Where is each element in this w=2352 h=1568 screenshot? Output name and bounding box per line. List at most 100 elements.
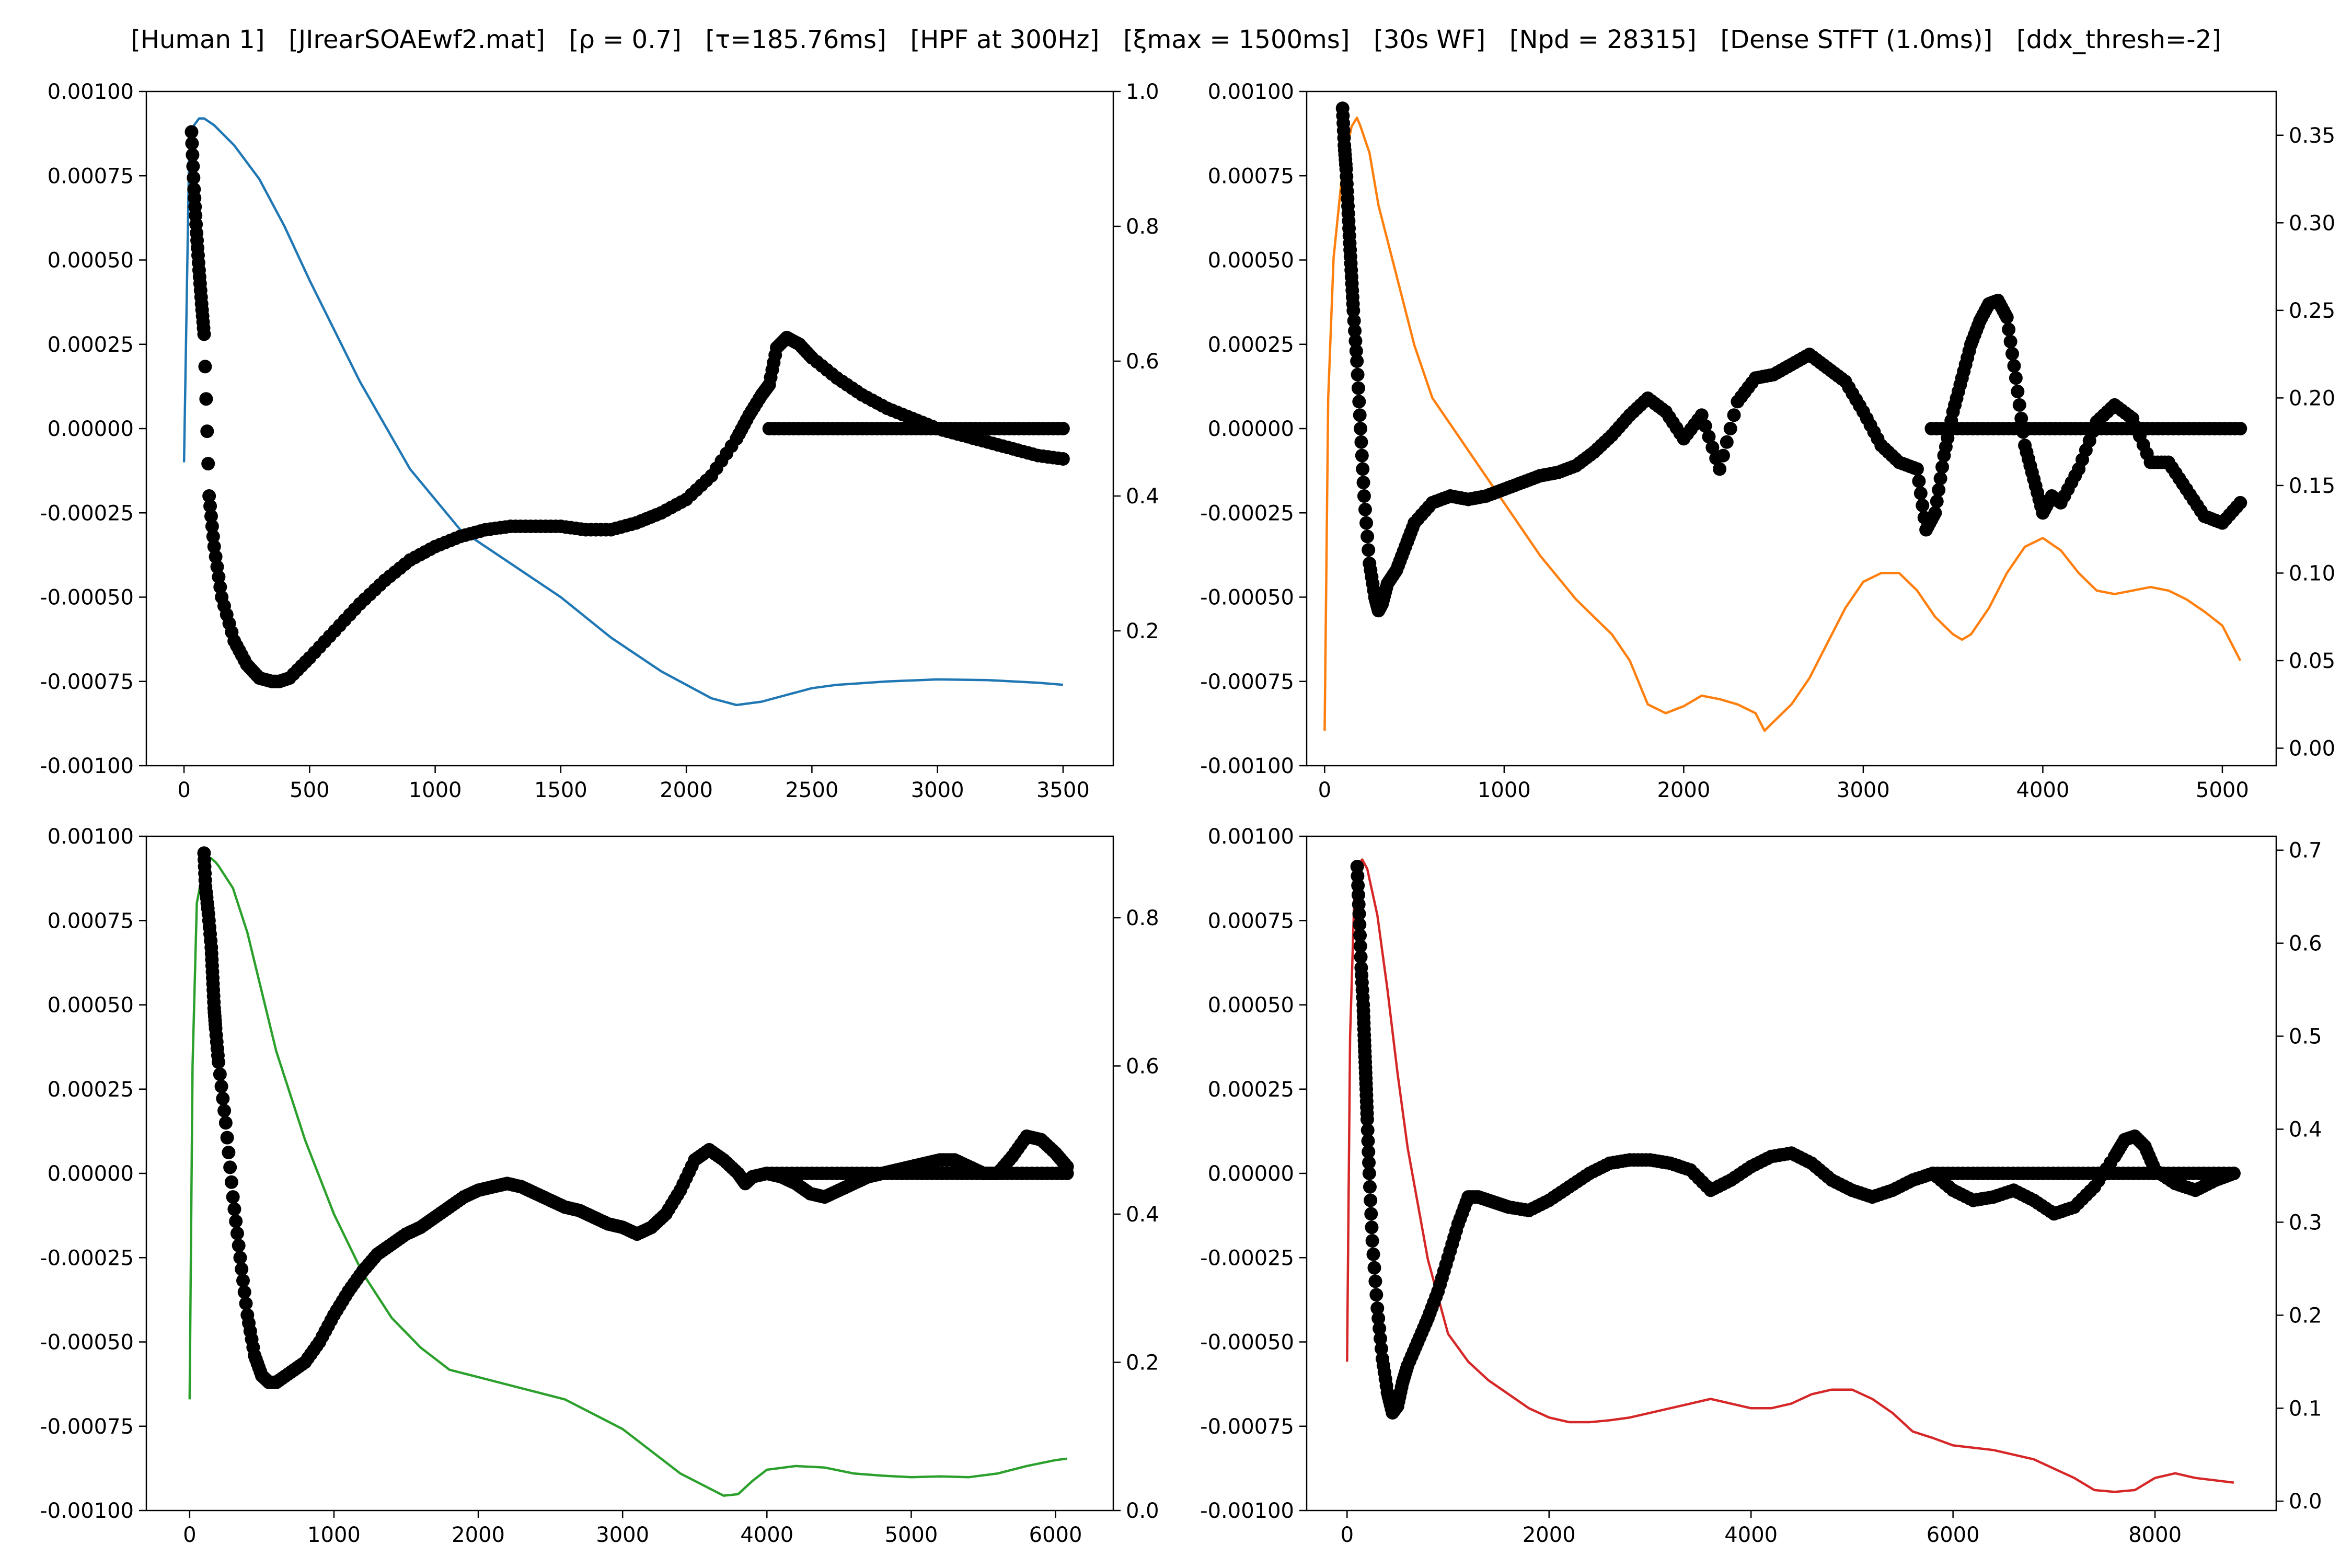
scatter-point [2014, 411, 2028, 425]
left-y-tick-label: 0.00050 [1208, 249, 1294, 273]
scatter-point [207, 539, 221, 554]
scatter-point [1365, 1220, 1379, 1235]
scatter-point [204, 509, 218, 523]
left-y-tick-label: -0.00025 [1200, 1246, 1294, 1270]
x-tick-label: 1000 [1478, 778, 1531, 802]
scatter-point [1716, 448, 1730, 463]
scatter-point [1352, 395, 1366, 409]
right-y-tick-label: 0.6 [2289, 932, 2322, 956]
x-tick-label: 6000 [1927, 1523, 1980, 1547]
series-line [188, 857, 1067, 1497]
scatter-point [2227, 1167, 2241, 1180]
scatter-point [1352, 907, 1366, 921]
scatter-point [2002, 322, 2016, 337]
scatter-point [1935, 460, 1950, 474]
scatter-point [239, 1296, 253, 1310]
x-tick-label: 2000 [1657, 778, 1710, 802]
scatter-point [1356, 476, 1370, 490]
x-tick-label: 0 [177, 778, 190, 802]
x-tick-label: 5000 [885, 1523, 938, 1547]
left-y-tick-label: 0.00000 [48, 417, 134, 441]
data-layer [1323, 101, 2247, 732]
scatter-point [227, 1202, 241, 1216]
right-y-tick-label: 0.4 [1126, 1203, 1159, 1227]
scatter-point [209, 550, 223, 564]
scatter-point [1362, 1156, 1376, 1170]
left-y-tick-label: 0.00000 [1208, 417, 1294, 441]
scatter-point [218, 1116, 233, 1130]
left-y-tick-label: 0.00100 [48, 80, 134, 104]
scatter-point [1354, 422, 1368, 435]
left-y-tick-label: 0.00000 [48, 1162, 134, 1186]
scatter-point [212, 1055, 226, 1069]
data-layer [1346, 858, 2241, 1493]
x-tick-label: 2000 [452, 1523, 505, 1547]
left-y-tick-label: -0.00050 [40, 1331, 134, 1355]
scatter-point [1060, 1160, 1074, 1174]
right-y-tick-label: 0.7 [2289, 839, 2322, 863]
scatter-point [185, 125, 199, 139]
scatter-point [1374, 1342, 1388, 1356]
scatter-point [1362, 543, 1376, 557]
scatter-point [1720, 435, 1734, 449]
scatter-point [197, 327, 211, 341]
scatter-point [1933, 471, 1947, 486]
left-y-tick-label: -0.00075 [40, 670, 134, 694]
scatter-point [1348, 324, 1362, 338]
scatter-point [1928, 506, 1942, 520]
subplot-top-left: 0 500 1000 1500 2000 2500 3000 3500 -0.00100 -0.0… [40, 80, 1159, 802]
scatter-point [2005, 347, 2020, 361]
scatter-point [1350, 354, 1364, 368]
left-y-tick-label: -0.00050 [1200, 1331, 1294, 1355]
x-tick-label: 3500 [1036, 778, 1090, 802]
left-y-tick-label: 0.00025 [48, 1078, 134, 1102]
scatter-point [2003, 335, 2017, 349]
scatter-point [216, 1091, 230, 1105]
left-y-tick-label: 0.00075 [48, 909, 134, 933]
right-y-tick-label: 0.5 [2289, 1025, 2322, 1049]
scatter-point [1353, 917, 1367, 931]
scatter-point [1346, 304, 1361, 318]
scatter-point [1362, 1167, 1376, 1180]
x-tick-label: 2000 [660, 778, 713, 802]
left-y-tick-label: 0.00050 [48, 994, 134, 1018]
scatter-point [1357, 489, 1371, 503]
left-y-tick-label: 0.00050 [1208, 994, 1294, 1018]
x-tick-label: 1500 [534, 778, 587, 802]
left-y-tick-label: -0.00075 [40, 1415, 134, 1439]
x-tick-label: 4000 [2016, 778, 2070, 802]
right-y-tick-label: 0.4 [1126, 485, 1159, 509]
scatter-point [1910, 462, 1924, 476]
right-y-tick-label: 0.20 [2289, 386, 2335, 410]
right-y-tick-label: 0.6 [1126, 1054, 1159, 1078]
scatter-point [236, 1274, 250, 1288]
scatter-point [200, 424, 214, 439]
left-y-tick-label: 0.00075 [1208, 909, 1294, 933]
scatter-point [213, 1067, 227, 1081]
scatter-point [1354, 435, 1368, 449]
left-y-tick-label: -0.00100 [1200, 1499, 1294, 1523]
scatter-point [186, 148, 200, 162]
scatter-point [1366, 1247, 1380, 1261]
scatter-point [1713, 462, 1727, 476]
subplot-bottom-left: 0 1000 2000 3000 4000 5000 6000 -0.00100 -0.0007… [40, 825, 1159, 1547]
series-line [1346, 858, 2234, 1493]
scatter-point [199, 392, 213, 406]
x-tick-label: 8000 [2128, 1523, 2182, 1547]
scatter-point [233, 1251, 247, 1265]
scatter-point [1361, 1123, 1375, 1137]
scatter-point [2000, 310, 2014, 325]
right-y-tick-label: 0.0 [1126, 1499, 1159, 1523]
right-y-tick-label: 0.30 [2289, 211, 2335, 235]
left-y-tick-label: 0.00025 [1208, 333, 1294, 357]
right-y-tick-label: 0.2 [2289, 1304, 2322, 1328]
scatter-point [1913, 486, 1928, 500]
subplot-bottom-right: 0 2000 4000 6000 8000 -0.00100 -0.00075 -0.0005… [1200, 825, 2322, 1547]
scatter-point [1727, 408, 1741, 422]
left-y-tick-label: -0.00050 [1200, 586, 1294, 610]
scatter-point [212, 570, 226, 584]
series-line [1323, 117, 2242, 732]
scatter-point [223, 1160, 237, 1174]
scatter-point [232, 1239, 246, 1253]
scatter-point [226, 1190, 240, 1204]
